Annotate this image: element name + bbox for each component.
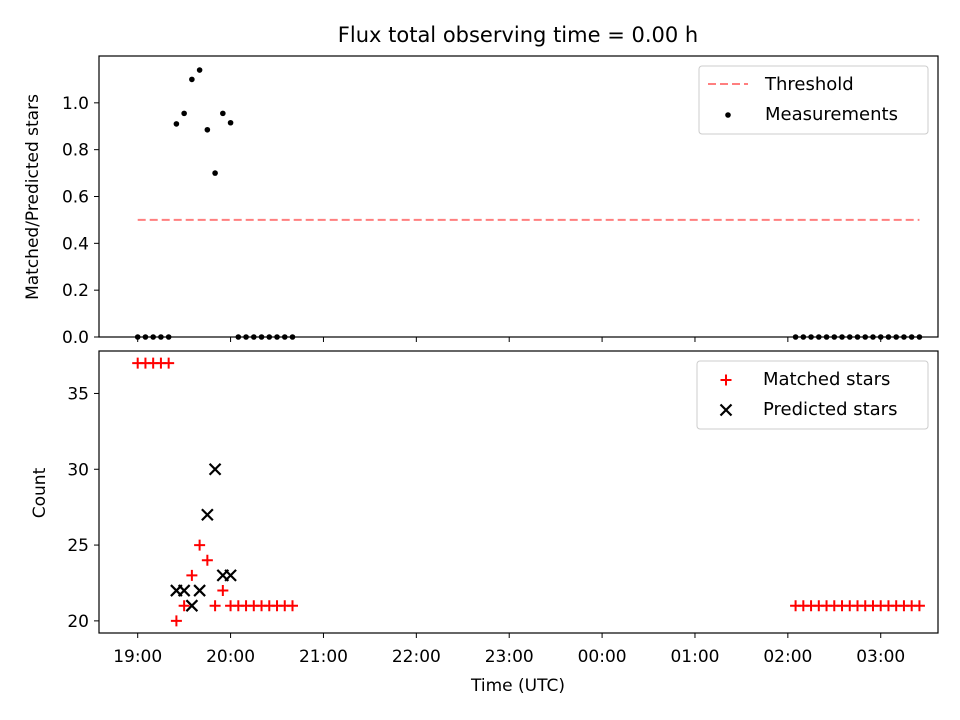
data-point-matched-stars — [163, 357, 175, 369]
y-tick-label: 20 — [67, 612, 89, 632]
data-point-predicted-stars — [185, 599, 199, 612]
y-tick-label: 0.4 — [62, 234, 89, 254]
data-point-matched-stars — [170, 615, 182, 627]
data-point-matched-stars — [217, 585, 229, 597]
data-point-predicted-stars — [201, 508, 214, 522]
bottom-y-axis-label: Count — [30, 467, 50, 518]
chart-title: Flux total observing time = 0.00 h — [338, 23, 698, 47]
data-point-predicted-stars — [177, 584, 191, 597]
top-y-axis-label: Matched/Predicted stars — [23, 94, 43, 300]
data-point-measurements — [212, 170, 218, 176]
data-point-predicted-stars — [224, 569, 237, 582]
y-tick-label: 25 — [67, 536, 89, 556]
legend-label: Predicted stars — [763, 399, 897, 420]
legend-label: Measurements — [765, 104, 898, 125]
plot-frame — [98, 55, 939, 338]
legend-swatch-x — [719, 403, 733, 417]
legend-swatch-dot — [725, 112, 731, 118]
legend-label: Matched stars — [763, 369, 890, 390]
data-point-measurements — [173, 121, 180, 127]
x-tick-label: 19:00 — [113, 647, 162, 667]
y-tick-label: 1.0 — [62, 94, 89, 114]
x-tick-label: 03:00 — [856, 647, 905, 667]
data-point-matched-stars — [209, 600, 221, 612]
x-tick-label: 01:00 — [670, 647, 719, 667]
data-point-matched-stars — [186, 569, 198, 581]
x-tick-label: 00:00 — [578, 647, 627, 667]
data-point-predicted-stars — [193, 584, 206, 597]
y-tick-label: 30 — [67, 460, 89, 480]
data-point-measurements — [204, 126, 211, 133]
legend-box — [698, 65, 929, 135]
y-tick-label: 0.8 — [62, 141, 89, 161]
data-point-measurements — [220, 110, 226, 117]
data-point-predicted-stars — [208, 462, 222, 476]
bottom-panel: 19:00 20:00 21:00 22:00 23:00 00:00 01:00 02:00… — [67, 350, 939, 667]
data-point-matched-stars — [286, 600, 298, 612]
data-point-matched-stars — [194, 539, 206, 551]
data-point-matched-stars — [178, 600, 190, 612]
data-point-matched-stars — [913, 600, 925, 612]
top-panel: 0.0 0.2 0.4 0.6 0.8 1.0 Threshold Measurements — [62, 55, 939, 348]
x-tick-label: 21:00 — [299, 647, 348, 667]
data-point-measurements — [227, 119, 234, 126]
x-tick-label: 20:00 — [206, 647, 255, 667]
legend-box — [696, 360, 929, 430]
x-tick-label: 23:00 — [485, 647, 534, 667]
y-tick-label: 35 — [67, 384, 89, 404]
x-axis-label: Time (UTC) — [470, 676, 565, 696]
data-point-matched-stars — [201, 554, 213, 566]
y-tick-label: 0.2 — [62, 281, 89, 301]
legend-swatch-plus — [720, 374, 732, 386]
data-point-measurements — [181, 110, 187, 117]
y-tick-label: 0.6 — [62, 188, 89, 208]
x-tick-label: 22:00 — [392, 647, 441, 667]
legend-label: Threshold — [764, 74, 854, 95]
plot-frame — [98, 350, 939, 634]
x-tick-label: 02:00 — [763, 647, 812, 667]
data-point-measurements — [189, 76, 195, 83]
y-tick-label: 0.0 — [62, 328, 89, 348]
data-point-measurements — [196, 67, 203, 73]
